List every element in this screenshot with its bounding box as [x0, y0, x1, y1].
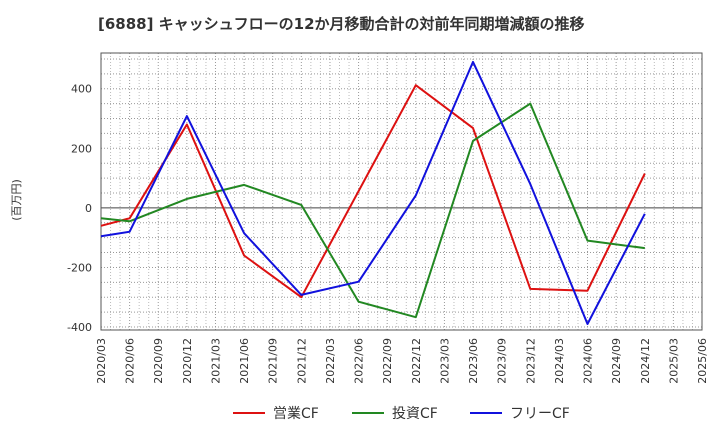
x-tick-label: 2024/12 [639, 338, 652, 384]
y-tick-label: -400 [67, 321, 92, 334]
y-tick-label: -200 [67, 261, 92, 274]
y-axis-ticks: -400 -200 0 200 400 [67, 83, 92, 334]
plot-border [100, 52, 703, 331]
x-tick-label: 2022/09 [381, 338, 394, 384]
x-tick-label: 2022/06 [353, 338, 366, 384]
series-line [100, 60, 646, 325]
x-tick-label: 2023/06 [467, 338, 480, 384]
x-tick-label: 2024/03 [553, 338, 566, 384]
x-tick-label: 2021/09 [267, 338, 280, 384]
x-tick-label: 2022/12 [410, 338, 423, 384]
x-tick-label: 2021/06 [238, 338, 251, 384]
x-tick-label: 2020/03 [95, 338, 108, 384]
legend-label: 投資CF [392, 406, 438, 422]
x-tick-label: 2022/03 [324, 338, 337, 384]
x-tick-label: 2024/09 [610, 338, 623, 384]
y-tick-label: 0 [85, 202, 92, 215]
plot-background [101, 53, 702, 330]
series-line [100, 84, 646, 299]
x-tick-label: 2020/06 [124, 338, 137, 384]
y-tick-label: 200 [71, 142, 92, 155]
x-tick-label: 2023/09 [496, 338, 509, 384]
legend: 営業CF 投資CF フリーCF [233, 406, 570, 422]
x-tick-label: 2021/03 [210, 338, 223, 384]
series-group [100, 60, 646, 325]
plot-area [101, 53, 702, 330]
series-line [100, 102, 645, 319]
x-tick-label: 2025/03 [667, 338, 680, 384]
legend-label: フリーCF [510, 406, 570, 422]
x-tick-label: 2020/12 [181, 338, 194, 384]
plot-frame [100, 52, 703, 331]
chart-title: [6888] キャッシュフローの12か月移動合計の対前年同期増減額の推移 [98, 15, 585, 33]
x-tick-label: 2020/09 [152, 338, 165, 384]
y-tick-label: 400 [71, 83, 92, 96]
x-tick-label: 2023/03 [438, 338, 451, 384]
x-tick-label: 2024/06 [582, 338, 595, 384]
x-axis-ticks: 2020/03 2020/06 2020/09 2020/12 2021/03 2021/… [95, 338, 709, 384]
y-axis-label: (百万円) [10, 179, 23, 221]
x-tick-label: 2021/12 [295, 338, 308, 384]
x-tick-label: 2023/12 [524, 338, 537, 384]
legend-label: 営業CF [273, 406, 319, 422]
x-tick-label: 2025/06 [696, 338, 709, 384]
